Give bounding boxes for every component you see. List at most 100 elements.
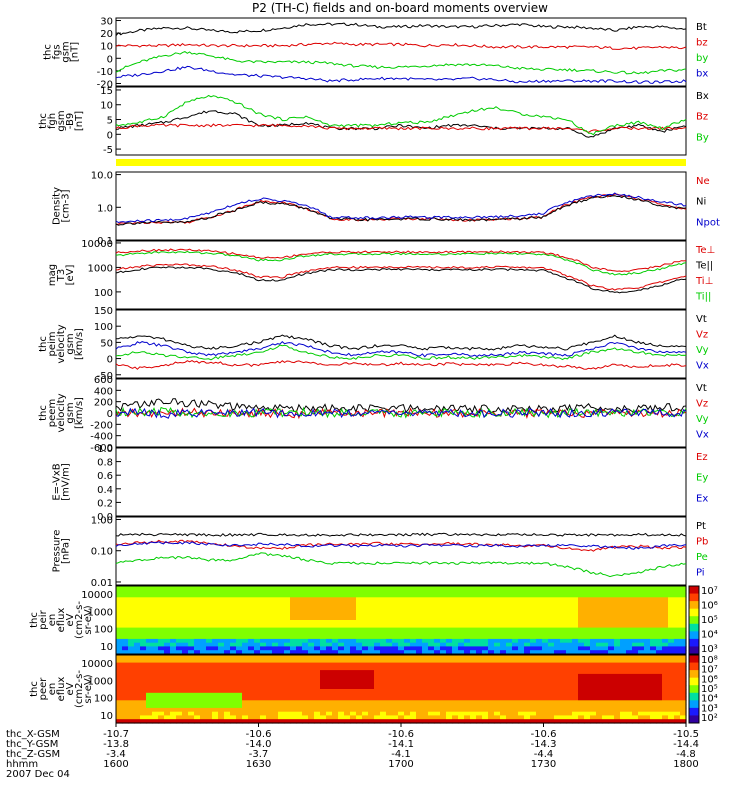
heatmap-cell	[362, 604, 369, 610]
heatmap-cell	[548, 662, 555, 667]
heatmap-cell	[680, 638, 687, 644]
heatmap-cell	[206, 658, 213, 664]
heatmap-cell	[356, 666, 363, 671]
heatmap-cell	[224, 631, 231, 636]
heatmap-cell	[314, 623, 321, 629]
heatmap-cell	[344, 666, 351, 671]
heatmap-cell	[536, 711, 543, 717]
heatmap-cell	[194, 635, 201, 640]
heatmap-cell	[170, 711, 177, 717]
heatmap-cell	[668, 658, 675, 664]
heatmap-cell	[548, 601, 555, 606]
heatmap-cell	[548, 638, 555, 644]
heatmap-cell	[524, 655, 531, 660]
heatmap-cell	[158, 593, 165, 598]
heatmap-cell	[650, 677, 657, 683]
heatmap-cell	[236, 707, 243, 713]
heatmap-cell	[290, 711, 297, 717]
heatmap-cell	[146, 681, 153, 686]
heatmap-cell	[422, 631, 429, 636]
heatmap-cell	[572, 715, 579, 720]
heatmap-cell	[386, 604, 393, 610]
heatmap-cell	[494, 604, 501, 610]
heatmap-cell	[398, 673, 405, 679]
heatmap-cell	[140, 642, 147, 648]
heatmap-cell	[524, 638, 531, 644]
panel-frame	[115, 585, 687, 655]
heatmap-cell	[302, 612, 309, 617]
heatmap-cell	[650, 719, 657, 724]
heatmap-cell	[464, 692, 471, 698]
heatmap-cell	[662, 655, 669, 660]
heatmap-cell	[620, 655, 627, 660]
heatmap-cell	[146, 650, 153, 655]
heatmap-cell	[218, 642, 225, 648]
y-axis-label: [km/s]	[74, 328, 85, 360]
heatmap-cell	[272, 692, 279, 698]
heatmap-cell	[518, 670, 525, 675]
heatmap-cell	[608, 646, 615, 651]
heatmap-cell	[566, 593, 573, 598]
heatmap-cell	[188, 638, 195, 644]
heatmap-cell	[428, 655, 435, 660]
heatmap-cell	[386, 662, 393, 667]
heatmap-cell	[440, 616, 447, 621]
heatmap-cell	[344, 658, 351, 664]
heatmap-cell	[536, 715, 543, 720]
heatmap-cell	[248, 631, 255, 636]
heatmap-cell	[572, 655, 579, 660]
heatmap-cell	[644, 711, 651, 717]
heatmap-cell	[644, 704, 651, 709]
heatmap-cell	[590, 646, 597, 651]
heatmap-cell	[170, 666, 177, 671]
heatmap-cell	[458, 673, 465, 679]
heatmap-cell	[554, 631, 561, 636]
heatmap-cell	[338, 689, 345, 694]
heatmap-cell	[398, 666, 405, 671]
heatmap-cell	[344, 616, 351, 621]
heatmap-cell	[446, 689, 453, 694]
heatmap-cell	[602, 681, 609, 686]
heatmap-cell	[536, 650, 543, 655]
heatmap-cell	[146, 685, 153, 690]
heatmap-cell	[602, 692, 609, 698]
heatmap-cell	[602, 707, 609, 713]
heatmap-cell	[146, 662, 153, 667]
legend-entry: bz	[696, 38, 708, 49]
heatmap-cell	[308, 677, 315, 683]
heatmap-cell	[338, 646, 345, 651]
y-axis-label: eV	[65, 682, 76, 695]
heatmap-cell	[266, 589, 273, 595]
heatmap-cell	[278, 597, 285, 602]
heatmap-cell	[194, 623, 201, 629]
heatmap-cell	[278, 704, 285, 709]
x-tick-label: -10.5	[673, 729, 699, 740]
heatmap-cell	[176, 631, 183, 636]
heatmap-cell	[128, 627, 135, 632]
heatmap-cell	[446, 627, 453, 632]
heatmap-cell	[176, 707, 183, 713]
heatmap-cell	[332, 658, 339, 664]
heatmap-cell	[296, 608, 303, 614]
heatmap-cell	[320, 604, 327, 610]
heatmap-cell	[116, 642, 123, 648]
heatmap-cell	[416, 612, 423, 617]
heatmap-cell	[386, 689, 393, 694]
heatmap-cell	[338, 670, 345, 675]
colorbar-band	[689, 593, 699, 602]
heatmap-cell	[434, 627, 441, 632]
heatmap-cell	[548, 627, 555, 632]
heatmap-cell	[248, 608, 255, 614]
heatmap-cell	[476, 623, 483, 629]
heatmap-cell	[320, 612, 327, 617]
heatmap-cell	[434, 650, 441, 655]
heatmap-cell	[320, 586, 327, 591]
heatmap-cell	[254, 642, 261, 648]
heatmap-cell	[386, 673, 393, 679]
heatmap-cell	[128, 681, 135, 686]
heatmap-cell	[272, 677, 279, 683]
heatmap-cell	[518, 612, 525, 617]
heatmap-cell	[356, 608, 363, 614]
heatmap-cell	[320, 593, 327, 598]
heatmap-cell	[242, 715, 249, 720]
